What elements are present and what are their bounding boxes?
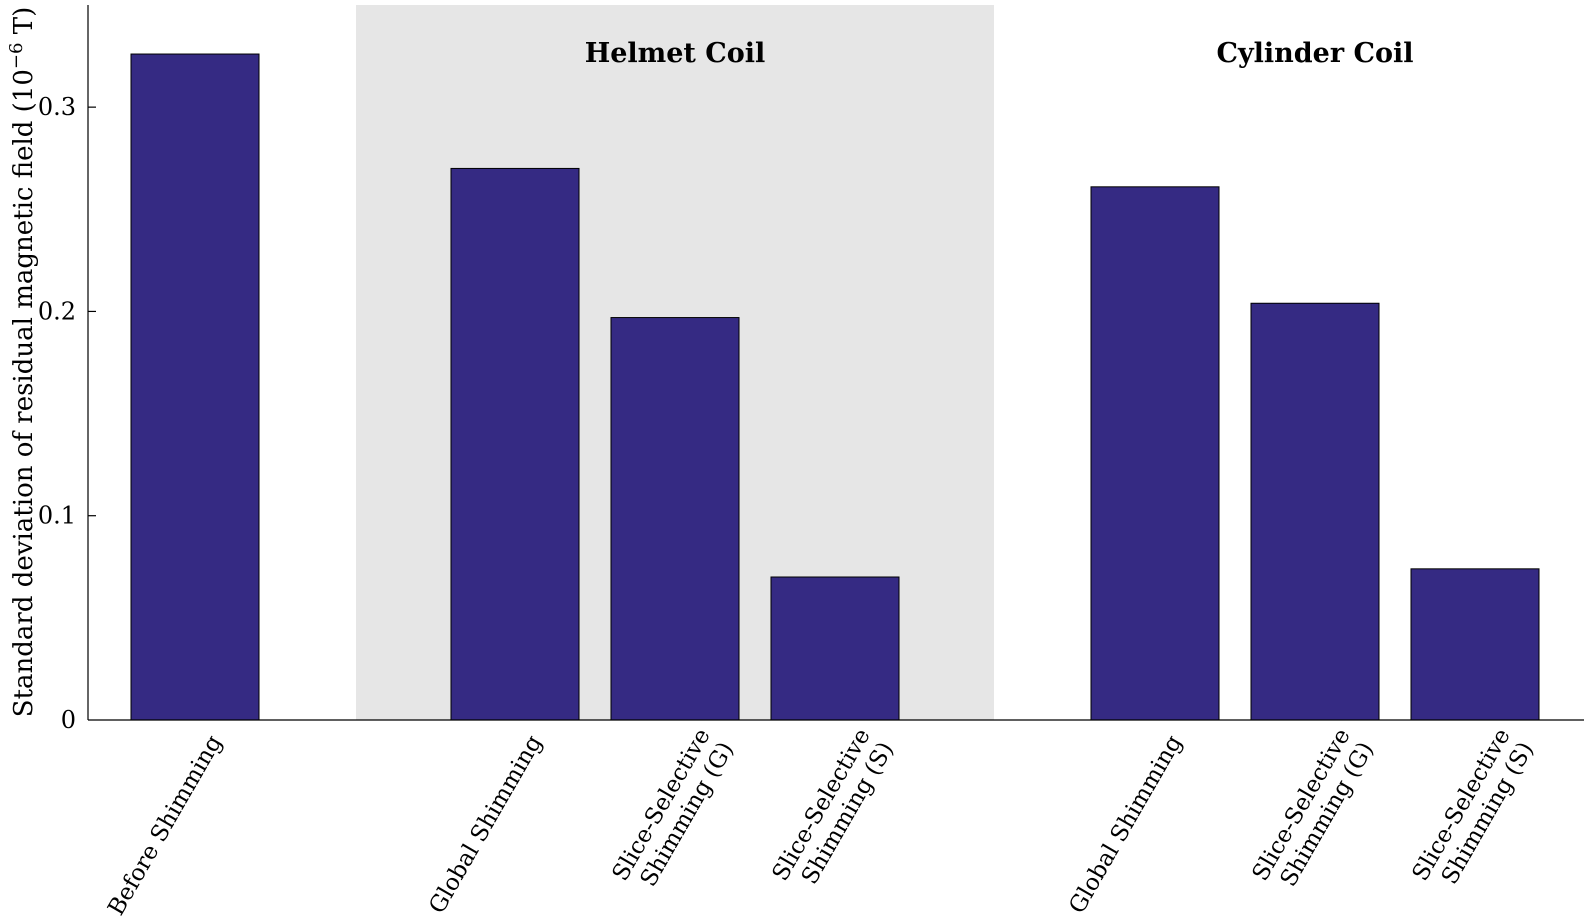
category-label-0: Before Shimming: [103, 731, 227, 920]
y-tick-label-2: 0.2: [38, 297, 76, 325]
bar-5: [1250, 302, 1380, 721]
bar-0: [130, 53, 260, 721]
y-axis-label-exponent: −6: [6, 43, 27, 70]
bar-3: [770, 576, 900, 721]
bar-2: [610, 317, 740, 721]
y-tick-label-1: 0.1: [38, 502, 76, 530]
y-tick-layer: 0 0.1 0.2 0.3: [38, 93, 96, 734]
category-label-1: Global Shimming: [424, 731, 547, 918]
axis-layer: [87, 5, 1584, 721]
y-axis-label-unit: T): [9, 7, 39, 43]
category-label-3: Slice-SelectiveShimming (S): [768, 724, 899, 899]
group-title-2: Cylinder Coil: [1216, 38, 1413, 69]
bar-6: [1410, 568, 1540, 721]
y-tick-label-0: 0: [61, 706, 76, 734]
group-title-layer: Helmet Coil Cylinder Coil: [585, 38, 1414, 69]
category-label-5: Slice-SelectiveShimming (G): [1248, 724, 1379, 899]
category-label-layer: Before Shimming Global Shimming Slice-Sele…: [103, 724, 1539, 920]
category-label-4: Global Shimming: [1064, 731, 1187, 918]
y-tick-label-3: 0.3: [38, 93, 76, 121]
category-label-0-line1: Before Shimming: [103, 731, 227, 920]
y-axis-label-main: Standard deviation of residual magnetic …: [9, 69, 39, 717]
category-label-6: Slice-SelectiveShimming (S): [1408, 724, 1539, 899]
category-label-4-line1: Global Shimming: [1064, 731, 1187, 918]
bar-1: [450, 167, 580, 721]
bar-layer: [130, 53, 1540, 721]
y-axis-label: Standard deviation of residual magnetic …: [6, 7, 39, 717]
category-label-1-line1: Global Shimming: [424, 731, 547, 918]
bar-4: [1090, 186, 1220, 721]
category-label-2: Slice-SelectiveShimming (G): [608, 724, 739, 899]
group-title-1: Helmet Coil: [585, 38, 766, 69]
